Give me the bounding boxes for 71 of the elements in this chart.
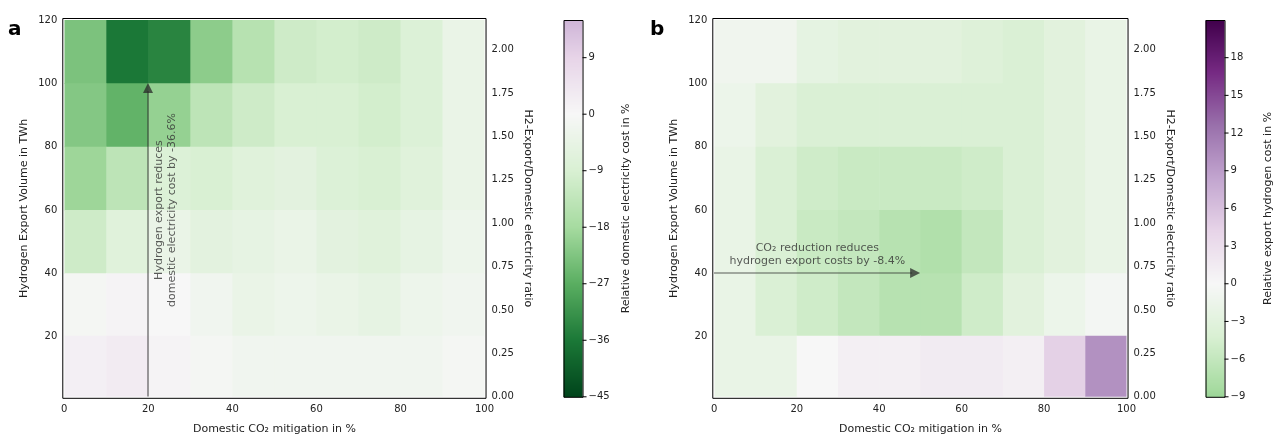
text: b [650, 16, 665, 41]
y2-tick-label: 1.75 [1133, 86, 1156, 98]
y-tick-label: 80 [44, 140, 58, 152]
y-tick-label: 100 [688, 76, 708, 88]
x-tick-label: 80 [1037, 403, 1051, 415]
color-bar-label: 9 [588, 51, 595, 63]
annotation: CO₂ reduction reduces hydrogen export costs by -8.4% [729, 241, 906, 268]
y2-tick-label: 1.50 [1133, 129, 1156, 141]
y2-tick-label: 2.00 [491, 43, 514, 55]
x-tick-label: 100 [1116, 403, 1137, 415]
y2-tick-label: 0.50 [491, 303, 514, 315]
color-bar-label: 6 [1230, 201, 1237, 213]
x-tick-label: 80 [394, 403, 407, 415]
x-tick-label: 100 [474, 403, 495, 415]
x-tick-label: 20 [790, 403, 804, 415]
y-tick-label: 80 [694, 140, 708, 152]
y2-tick-label: 1.75 [491, 86, 514, 98]
y-tick-label: 40 [44, 266, 58, 278]
color-bar-title: Relative export hydrogen cost in % [1261, 111, 1275, 305]
color-bar-label: 0 [588, 107, 595, 119]
x-tick-label: 0 [61, 403, 68, 415]
y2-tick-label: 0.75 [1133, 260, 1156, 272]
y2-tick-label: 2.00 [1133, 43, 1156, 55]
y2-tick-label: 1.00 [491, 216, 514, 228]
color-bar-label: 15 [1230, 88, 1244, 100]
x-tick-label: 60 [955, 403, 968, 415]
y2-tick-label: 0.75 [491, 260, 514, 272]
x-tick-label: 0 [711, 403, 718, 415]
y2-tick-label: 1.50 [491, 129, 514, 141]
x-axis-title: Domestic CO₂ mitigation in % [192, 422, 356, 436]
annotation: Hydrogen export reduces domestic electricity cost by -36.6% [151, 113, 178, 308]
y2-axis-title: H2-Export/Domestic electricity ratio [521, 109, 535, 308]
y-axis-title: Hydrogen Export Volume in TWh [17, 118, 31, 298]
color-bar-label: −9 [1230, 390, 1246, 402]
y2-tick-label: 0.50 [1133, 303, 1156, 315]
color-bar-label: 0 [1230, 277, 1237, 289]
y2-tick-label: 0.25 [491, 346, 514, 358]
y-tick-label: 120 [38, 13, 58, 25]
color-bar-title: Relative domestic electricity cost in % [619, 103, 633, 314]
y-tick-label: 60 [694, 203, 708, 215]
y-tick-label: 20 [694, 330, 708, 342]
x-tick-label: 40 [872, 403, 886, 415]
y-tick-label: 20 [44, 330, 58, 342]
y-axis-title: Hydrogen Export Volume in TWh [667, 118, 681, 298]
color-bar-label: −45 [588, 390, 610, 402]
y2-tick-label: 1.00 [1133, 216, 1156, 228]
color-bar-label: 3 [1230, 239, 1237, 251]
color-bar-label: −27 [588, 277, 610, 289]
color-bar-label: 9 [1230, 164, 1237, 176]
y-tick-label: 40 [694, 266, 708, 278]
y2-tick-label: 0.00 [1133, 390, 1156, 402]
y-tick-label: 120 [688, 13, 708, 25]
text: a [8, 16, 22, 41]
y-tick-label: 100 [38, 76, 58, 88]
color-bar-label: −18 [588, 220, 610, 232]
x-tick-label: 60 [310, 403, 323, 415]
y2-tick-label: 1.25 [491, 173, 514, 185]
y2-tick-label: 0.00 [491, 390, 514, 402]
y2-axis-title: H2-Export/Domestic electricity ratio [1163, 109, 1177, 308]
y2-tick-label: 1.25 [1133, 173, 1156, 185]
y2-tick-label: 0.25 [1133, 346, 1156, 358]
color-bar-label: 18 [1230, 51, 1244, 63]
x-tick-label: 40 [226, 403, 239, 415]
color-bar-label: −36 [588, 333, 610, 345]
color-bar-label: −9 [588, 164, 604, 176]
color-bar-label: −6 [1230, 352, 1246, 364]
color-bar-label: 12 [1230, 126, 1244, 138]
x-tick-label: 20 [141, 403, 155, 415]
color-bar-label: −3 [1230, 315, 1246, 327]
x-axis-title: Domestic CO₂ mitigation in % [838, 422, 1002, 436]
y-tick-label: 60 [44, 203, 58, 215]
